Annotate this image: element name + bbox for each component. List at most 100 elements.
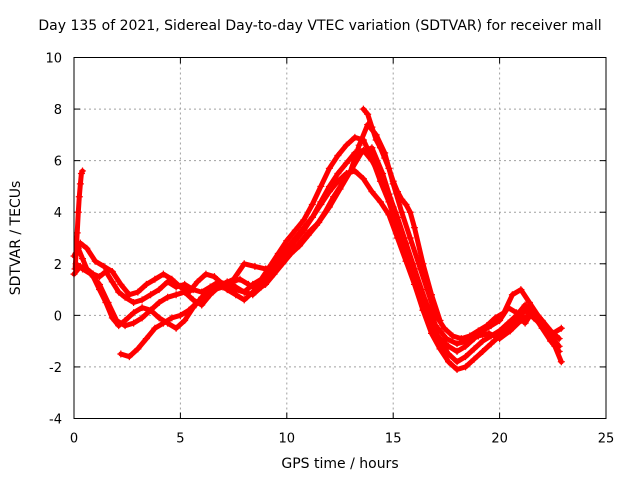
data-point — [453, 340, 461, 348]
y-tick-label: 4 — [54, 206, 62, 221]
data-point — [236, 275, 244, 283]
data-point — [104, 298, 112, 306]
data-point — [376, 144, 384, 152]
data-point — [385, 211, 393, 219]
y-axis-label: SDTVAR / TECUs — [8, 180, 24, 296]
y-tick-label: -2 — [49, 361, 62, 376]
grid-lines — [74, 57, 606, 419]
data-point — [108, 278, 116, 286]
data-point — [121, 293, 129, 301]
data-point — [76, 180, 84, 188]
data-point — [142, 335, 150, 343]
data-point — [232, 291, 240, 299]
data-point — [364, 110, 372, 118]
data-point — [164, 293, 172, 301]
data-point — [291, 237, 299, 245]
data-point — [210, 273, 218, 281]
data-point — [428, 291, 436, 299]
data-point — [334, 151, 342, 159]
data-point — [147, 291, 155, 299]
data-point — [483, 322, 491, 330]
chart-title: Day 135 of 2021, Sidereal Day-to-day VTE… — [38, 18, 602, 34]
data-point — [479, 347, 487, 355]
data-point — [410, 224, 418, 232]
data-point — [528, 309, 536, 317]
data-point — [398, 195, 406, 203]
data-point — [159, 270, 167, 278]
data-point — [355, 141, 363, 149]
data-point — [293, 242, 301, 250]
data-point — [283, 237, 291, 245]
data-point — [500, 309, 508, 317]
data-point — [155, 286, 163, 294]
data-point — [432, 322, 440, 330]
data-point — [113, 317, 121, 325]
data-point — [513, 311, 521, 319]
data-point — [436, 337, 444, 345]
data-point — [506, 327, 514, 335]
data-point — [368, 157, 376, 165]
data-point — [504, 319, 512, 327]
data-point — [389, 177, 397, 185]
data-point — [185, 288, 193, 296]
data-point — [538, 319, 546, 327]
data-point — [71, 265, 79, 273]
data-point — [181, 317, 189, 325]
data-point — [381, 154, 389, 162]
data-point — [151, 275, 159, 283]
data-point — [368, 144, 376, 152]
data-point — [308, 213, 316, 221]
data-point — [96, 273, 104, 281]
data-point — [138, 304, 146, 312]
data-point — [151, 324, 159, 332]
series-track-4 — [118, 122, 564, 365]
data-point — [517, 286, 525, 294]
data-point — [462, 353, 470, 361]
data-point — [521, 301, 529, 309]
data-point — [155, 314, 163, 322]
data-point — [117, 350, 125, 358]
data-point — [491, 314, 499, 322]
data-point — [406, 208, 414, 216]
data-point — [96, 280, 104, 288]
data-point — [421, 296, 429, 304]
data-point — [470, 345, 478, 353]
y-tick-label: -4 — [49, 413, 62, 428]
y-tick-label: 6 — [54, 155, 62, 170]
data-point — [334, 170, 342, 178]
x-tick-label: 25 — [598, 432, 615, 447]
data-point — [134, 345, 142, 353]
data-point — [87, 270, 95, 278]
data-point — [249, 291, 257, 299]
data-point — [232, 283, 240, 291]
x-tick-label: 15 — [385, 432, 402, 447]
data-point — [83, 244, 91, 252]
data-point — [315, 219, 323, 227]
data-point — [402, 200, 410, 208]
data-point — [393, 188, 401, 196]
data-point — [193, 298, 201, 306]
data-point — [485, 329, 493, 337]
plot-border — [73, 57, 607, 419]
data-point — [517, 317, 525, 325]
data-point — [325, 203, 333, 211]
series-track-3 — [73, 147, 562, 365]
data-point — [91, 257, 99, 265]
y-tick-label: 0 — [54, 309, 62, 324]
x-tick-label: 0 — [70, 432, 78, 447]
data-point — [449, 332, 457, 340]
axes: 0 5 10 15 20 25 -4 -2 0 2 4 6 8 10 — [45, 52, 614, 447]
data-point — [172, 324, 180, 332]
data-point — [193, 278, 201, 286]
data-point — [168, 314, 176, 322]
data-point — [419, 260, 427, 268]
data-point — [262, 265, 270, 273]
data-point — [436, 317, 444, 325]
data-point — [115, 288, 123, 296]
data-point — [325, 164, 333, 172]
data-point — [359, 105, 367, 113]
data-point — [487, 340, 495, 348]
series-track-1 — [71, 134, 562, 354]
data-point — [304, 229, 312, 237]
y-tick-label: 10 — [45, 52, 62, 67]
